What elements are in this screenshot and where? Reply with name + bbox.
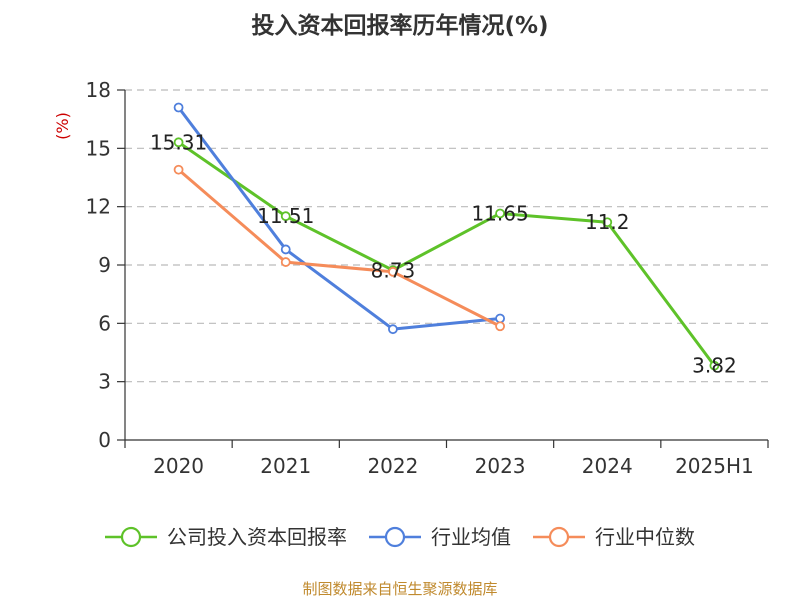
data-point — [709, 360, 720, 371]
axes: 0 3 6 9 12 15 18 2020 2021 2022 2023 2024 2025H1 — [86, 78, 769, 478]
legend-label: 行业中位数 — [595, 525, 695, 549]
source-note: 制图数据来自恒生聚源数据库 — [302, 580, 497, 598]
data-labels: 15.31 11.51 8.73 11.65 11.2 3.82 — [150, 130, 737, 377]
x-tick-label: 2021 — [260, 454, 311, 478]
series-line-1 — [177, 141, 716, 367]
legend-item-2: 行业均值 — [369, 525, 511, 549]
y-tick-label: 6 — [98, 311, 111, 335]
x-tick-label: 2020 — [153, 454, 204, 478]
x-tick-label: 2024 — [582, 454, 633, 478]
y-tick-label: 12 — [86, 195, 111, 219]
y-tick-label: 9 — [98, 253, 111, 277]
data-point — [495, 321, 505, 332]
data-point — [173, 137, 184, 148]
legend-marker — [384, 526, 406, 548]
data-point — [388, 324, 398, 335]
data-point — [602, 217, 613, 228]
data-point — [173, 164, 184, 175]
data-point — [495, 208, 505, 219]
y-tick-label: 0 — [98, 428, 111, 452]
x-tick-label: 2025H1 — [675, 454, 754, 478]
data-label: 15.31 — [150, 130, 207, 154]
x-tick-label: 2022 — [367, 454, 418, 478]
legend-marker — [548, 526, 570, 548]
series-layer — [173, 102, 720, 371]
x-tick-label: 2023 — [475, 454, 526, 478]
legend-item-3: 行业中位数 — [533, 525, 695, 549]
legend-label: 公司投入资本回报率 — [167, 525, 347, 549]
legend-label: 行业均值 — [431, 525, 511, 549]
data-point — [280, 257, 291, 267]
data-point — [173, 102, 184, 113]
data-point — [280, 244, 291, 255]
y-tick-label: 18 — [86, 78, 111, 102]
data-label: 11.65 — [471, 201, 528, 225]
data-point — [495, 313, 505, 324]
data-point — [388, 266, 398, 277]
y-tick-label: 15 — [86, 136, 111, 160]
legend-marker — [120, 526, 142, 548]
data-label: 11.2 — [585, 210, 630, 234]
y-axis-unit-label: (%) — [53, 112, 72, 140]
y-tick-label: 3 — [98, 370, 111, 394]
legend: 公司投入资本回报率 行业均值 行业中位数 — [105, 525, 695, 549]
series-line-2 — [177, 106, 501, 331]
data-label: 11.51 — [257, 204, 314, 228]
series-line-3 — [177, 168, 501, 328]
data-label: 3.82 — [692, 354, 737, 378]
data-label: 8.73 — [371, 258, 416, 282]
grid-lines — [125, 89, 768, 383]
legend-item-1: 公司投入资本回报率 — [105, 525, 347, 549]
chart-title: 投入资本回报率历年情况(%) — [251, 12, 548, 39]
data-point — [280, 211, 291, 222]
